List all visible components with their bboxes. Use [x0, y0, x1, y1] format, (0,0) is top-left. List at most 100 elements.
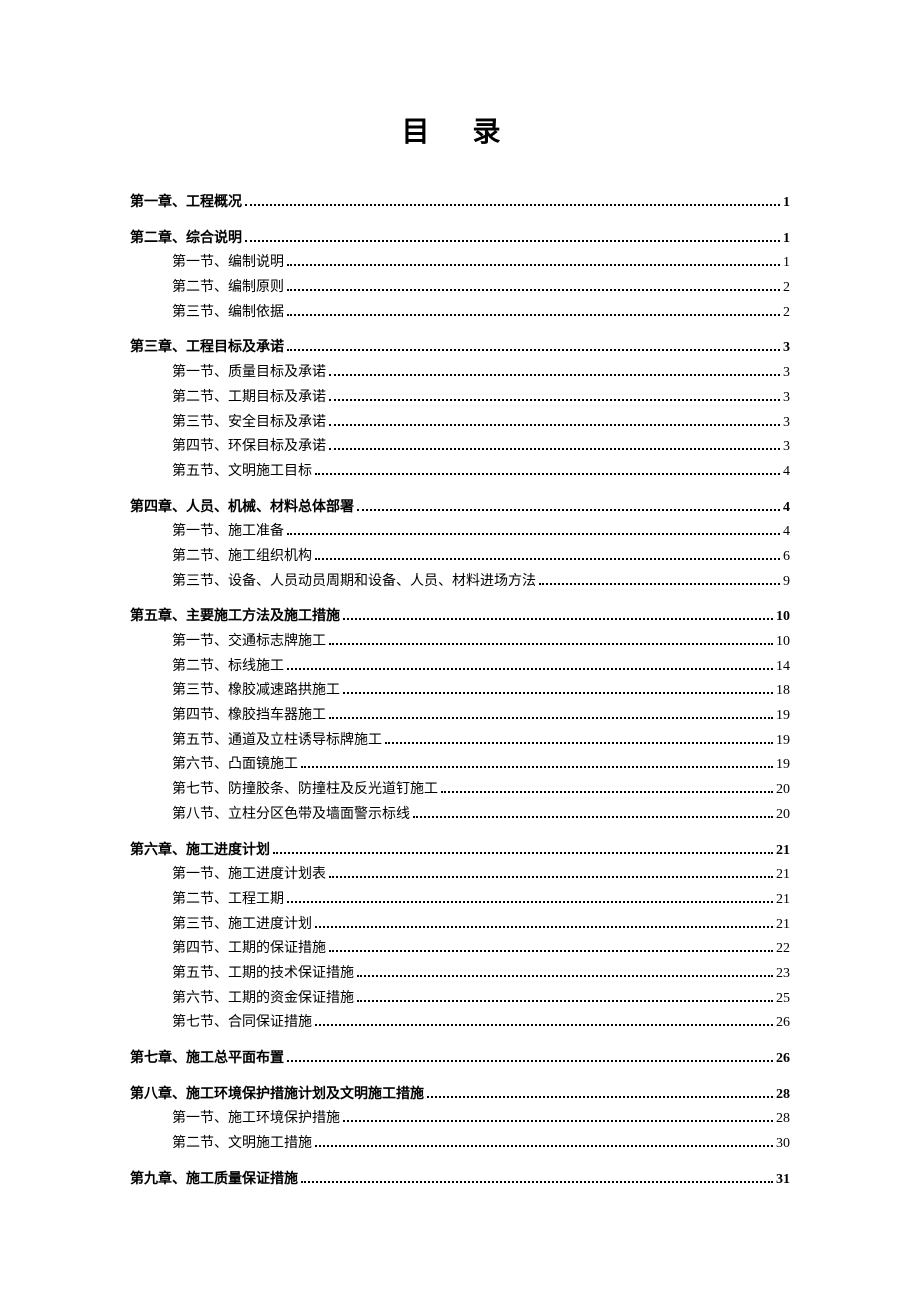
toc-chapter-label: 第三章、工程目标及承诺	[130, 337, 284, 359]
toc-section-label: 第五节、通道及立柱诱导标牌施工	[172, 730, 382, 752]
toc-section: 第二节、编制原则2	[130, 277, 790, 299]
toc-leader	[385, 742, 773, 744]
toc-section-page: 19	[776, 754, 790, 776]
toc-section: 第五节、通道及立柱诱导标牌施工19	[130, 730, 790, 752]
toc-chapter: 第一章、工程概况1	[130, 192, 790, 214]
toc-leader	[301, 766, 773, 768]
toc-section-page: 21	[776, 914, 790, 936]
toc-section-page: 18	[776, 680, 790, 702]
toc-section-label: 第五节、工期的技术保证措施	[172, 963, 354, 985]
toc-chapter: 第七章、施工总平面布置 26	[130, 1048, 790, 1070]
toc-chapter-page: 4	[783, 497, 790, 519]
toc-section-page: 14	[776, 656, 790, 678]
toc-section-page: 22	[776, 938, 790, 960]
toc-chapter: 第四章、人员、机械、材料总体部署 4	[130, 497, 790, 519]
toc-chapter-label: 第四章、人员、机械、材料总体部署	[130, 497, 354, 519]
toc-leader	[539, 583, 780, 585]
toc-section-page: 1	[783, 252, 790, 274]
toc-leader	[329, 876, 773, 878]
toc-chapter-page: 1	[783, 228, 790, 250]
toc-leader	[357, 1000, 773, 1002]
toc-section: 第三节、编制依据 2	[130, 302, 790, 324]
toc-section-label: 第二节、工期目标及承诺	[172, 387, 326, 409]
toc-section-page: 6	[783, 546, 790, 568]
toc-leader	[245, 240, 780, 242]
toc-leader	[287, 289, 780, 291]
toc-chapter-page: 21	[776, 840, 790, 862]
toc-section-page: 20	[776, 779, 790, 801]
toc-leader	[287, 349, 780, 351]
toc-chapter: 第五章、主要施工方法及施工措施 10	[130, 606, 790, 628]
toc-section-page: 2	[783, 302, 790, 324]
toc-section: 第二节、工程工期21	[130, 889, 790, 911]
toc-section-page: 10	[776, 631, 790, 653]
toc-section-page: 28	[776, 1108, 790, 1130]
toc-section-label: 第三节、施工进度计划	[172, 914, 312, 936]
toc-chapter-page: 28	[776, 1084, 790, 1106]
toc-section-label: 第四节、橡胶挡车器施工	[172, 705, 326, 727]
toc-section-page: 3	[783, 436, 790, 458]
toc-section-label: 第二节、文明施工措施	[172, 1133, 312, 1155]
toc-section: 第一节、施工进度计划表21	[130, 864, 790, 886]
toc-section-page: 3	[783, 387, 790, 409]
toc-section-label: 第三节、橡胶减速路拱施工	[172, 680, 340, 702]
toc-chapter-label: 第九章、施工质量保证措施	[130, 1169, 298, 1191]
toc-section-label: 第一节、质量目标及承诺	[172, 362, 326, 384]
toc-section-label: 第三节、安全目标及承诺	[172, 412, 326, 434]
toc-section: 第五节、文明施工目标4	[130, 461, 790, 483]
toc-section: 第六节、工期的资金保证措施25	[130, 988, 790, 1010]
toc-leader	[441, 791, 773, 793]
toc-section-page: 21	[776, 889, 790, 911]
toc-leader	[301, 1181, 773, 1183]
toc-leader	[329, 399, 780, 401]
toc-section: 第二节、施工组织机构6	[130, 546, 790, 568]
toc-section-label: 第一节、施工准备	[172, 521, 284, 543]
toc-leader	[343, 692, 773, 694]
toc-section-label: 第七节、防撞胶条、防撞柱及反光道钉施工	[172, 779, 438, 801]
toc-section-label: 第五节、文明施工目标	[172, 461, 312, 483]
toc-chapter-page: 26	[776, 1048, 790, 1070]
toc-leader	[357, 975, 773, 977]
toc-chapter-page: 1	[783, 192, 790, 214]
toc-leader	[357, 509, 780, 511]
toc-section-page: 23	[776, 963, 790, 985]
toc-section-label: 第一节、交通标志牌施工	[172, 631, 326, 653]
toc-section-label: 第三节、编制依据	[172, 302, 284, 324]
toc-section-label: 第二节、标线施工	[172, 656, 284, 678]
toc-leader	[287, 1060, 773, 1062]
toc-leader	[315, 558, 780, 560]
toc-chapter-page: 3	[783, 337, 790, 359]
toc-section: 第二节、标线施工 14	[130, 656, 790, 678]
toc-leader	[427, 1096, 773, 1098]
toc-section-page: 30	[776, 1133, 790, 1155]
toc-section: 第三节、橡胶减速路拱施工 18	[130, 680, 790, 702]
toc-section: 第一节、施工环境保护措施 28	[130, 1108, 790, 1130]
toc-chapter-page: 10	[776, 606, 790, 628]
toc-leader	[273, 852, 773, 854]
toc-section-page: 25	[776, 988, 790, 1010]
toc-chapter-label: 第五章、主要施工方法及施工措施	[130, 606, 340, 628]
toc-chapter-label: 第七章、施工总平面布置	[130, 1048, 284, 1070]
toc-section-page: 26	[776, 1012, 790, 1034]
toc-leader	[329, 643, 773, 645]
toc-section: 第一节、编制说明1	[130, 252, 790, 274]
toc-section: 第三节、施工进度计划 21	[130, 914, 790, 936]
toc-chapter-page: 31	[776, 1169, 790, 1191]
toc-leader	[329, 424, 780, 426]
toc-section-label: 第三节、设备、人员动员周期和设备、人员、材料进场方法	[172, 571, 536, 593]
toc-section-label: 第八节、立柱分区色带及墙面警示标线	[172, 804, 410, 826]
toc-section-label: 第四节、工期的保证措施	[172, 938, 326, 960]
toc-chapter: 第九章、施工质量保证措施 31	[130, 1169, 790, 1191]
toc-section-label: 第一节、施工环境保护措施	[172, 1108, 340, 1130]
toc-section: 第四节、工期的保证措施 22	[130, 938, 790, 960]
toc-section-label: 第六节、凸面镜施工	[172, 754, 298, 776]
toc-chapter-label: 第六章、施工进度计划	[130, 840, 270, 862]
toc-section-page: 2	[783, 277, 790, 299]
toc-leader	[413, 816, 773, 818]
toc-section-label: 第四节、环保目标及承诺	[172, 436, 326, 458]
toc-chapter: 第八章、施工环境保护措施计划及文明施工措施28	[130, 1084, 790, 1106]
toc-section: 第八节、立柱分区色带及墙面警示标线20	[130, 804, 790, 826]
toc-leader	[287, 901, 773, 903]
toc-chapter-label: 第二章、综合说明	[130, 228, 242, 250]
toc-body: 第一章、工程概况1第二章、综合说明1第一节、编制说明1第二节、编制原则2第三节、…	[130, 192, 790, 1190]
